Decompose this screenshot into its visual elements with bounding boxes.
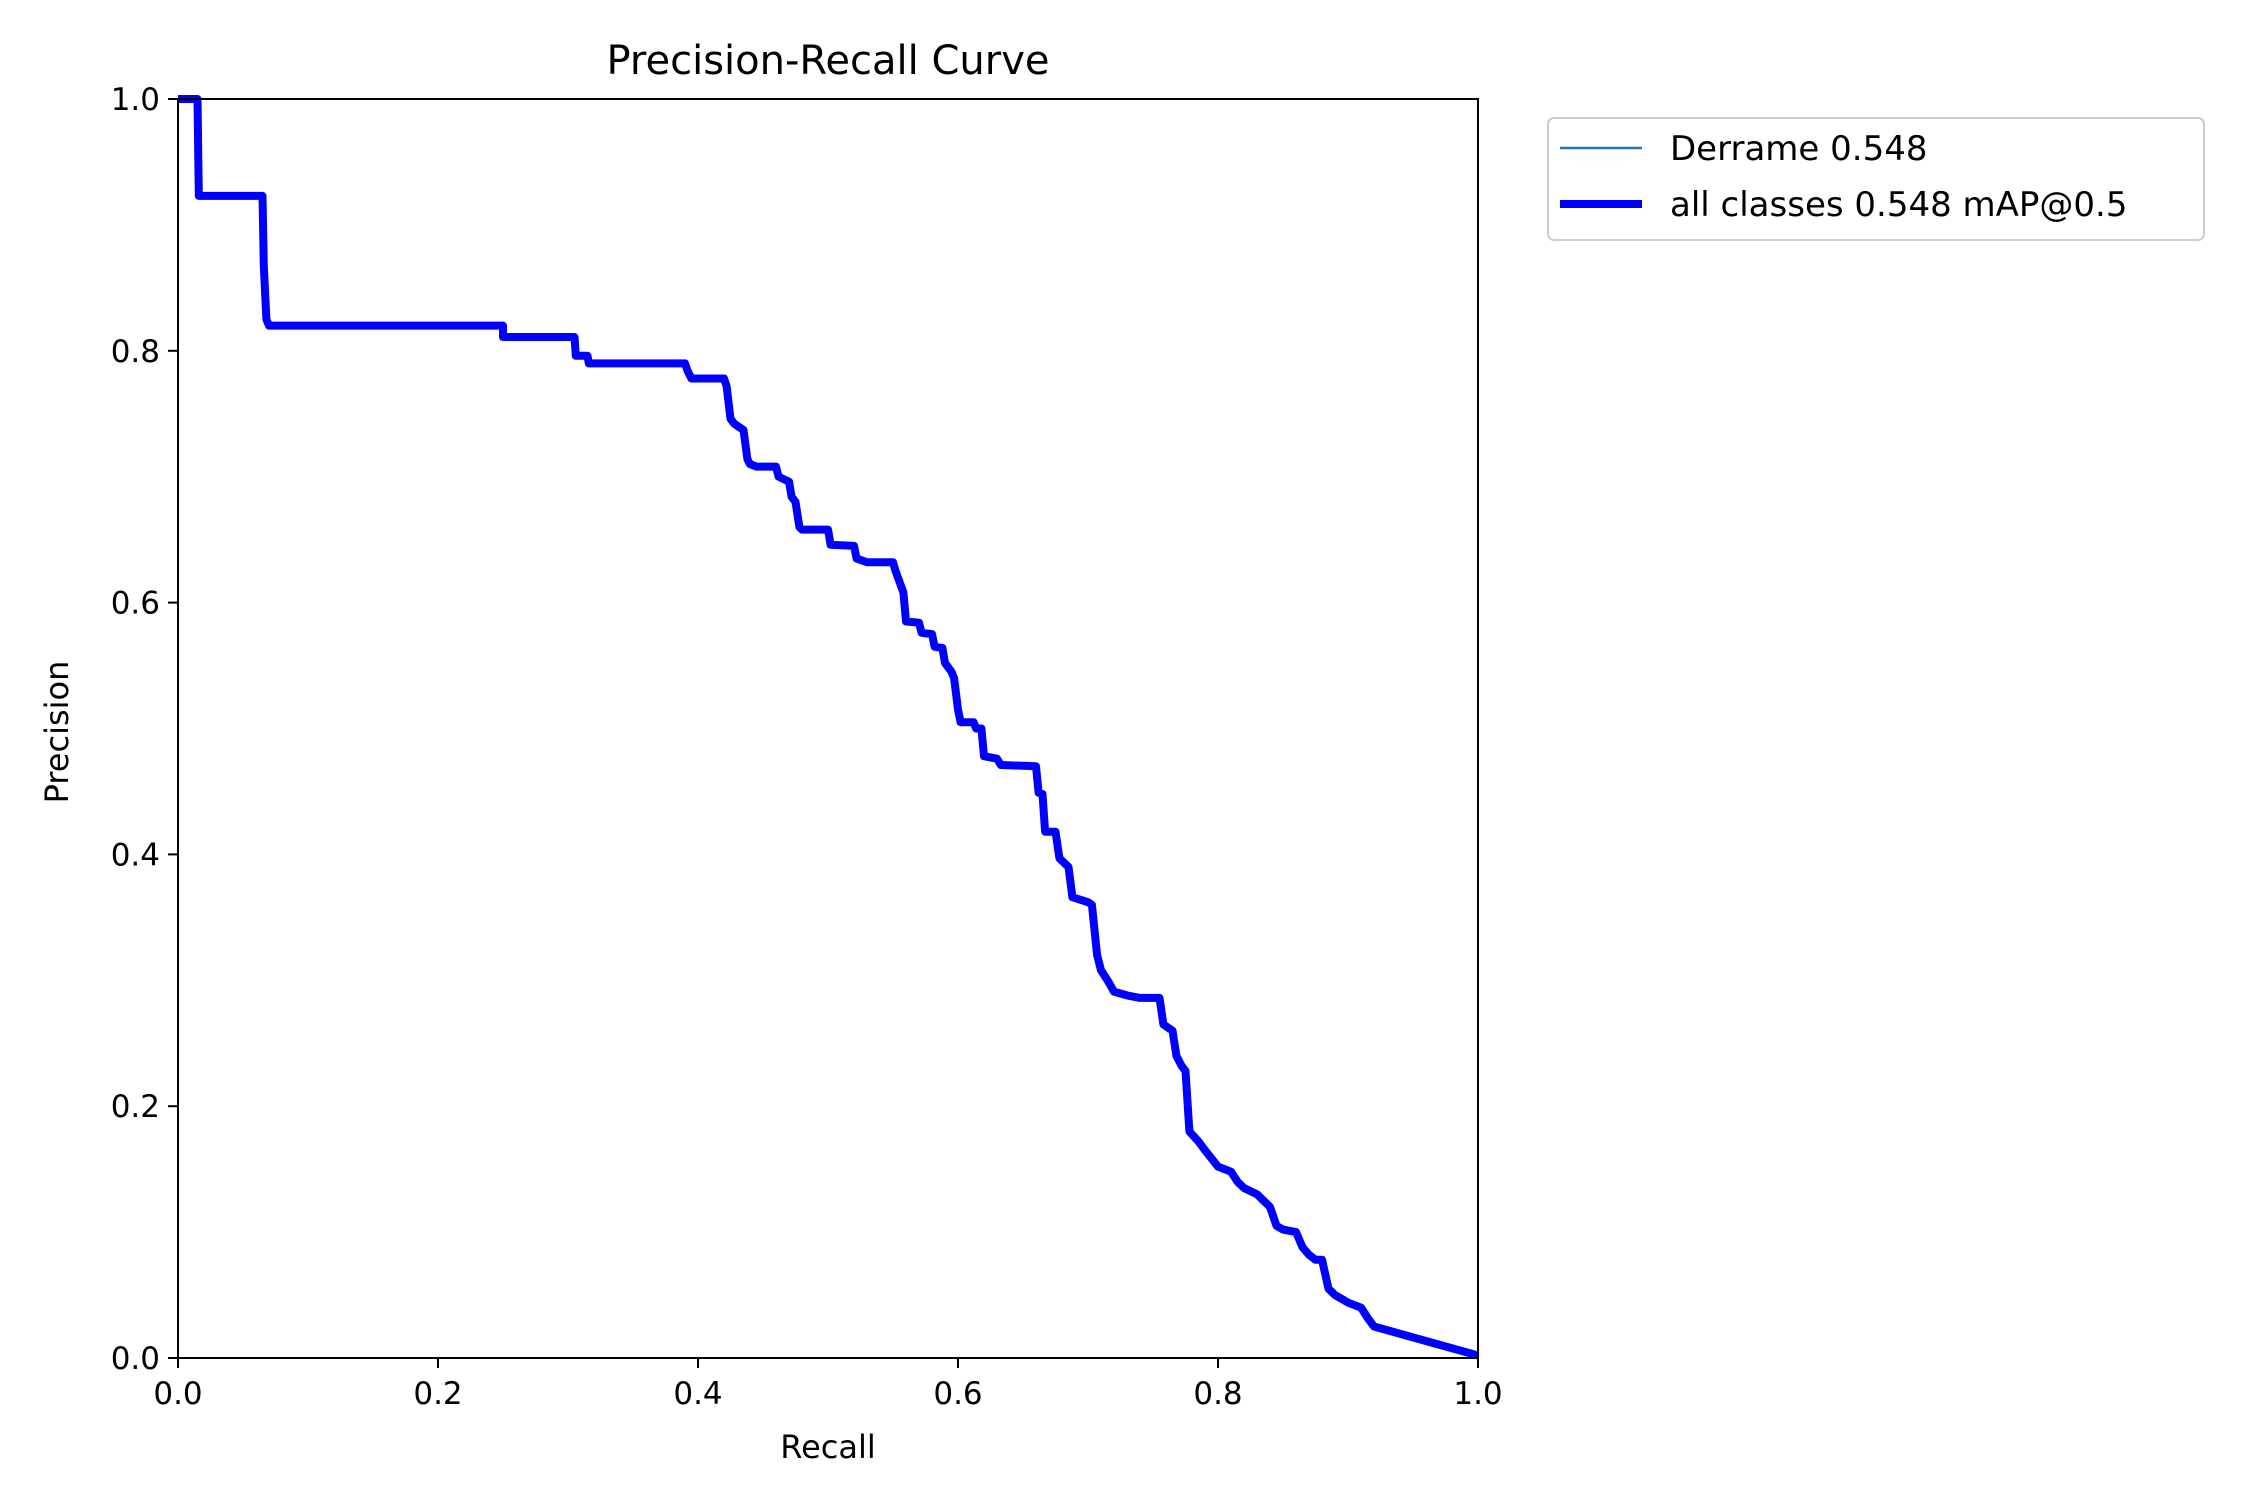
y-tick-label: 0.8	[111, 334, 160, 370]
plot-area	[178, 95, 1480, 1360]
axes: 0.0 0.2 0.4 0.6 0.8 1.0 0.0 0.2 0.4 0.6 0.8 1.0	[111, 82, 1503, 1412]
x-tick-label: 0.2	[413, 1376, 462, 1412]
y-tick-label: 1.0	[111, 82, 160, 118]
y-tick-label: 0.4	[111, 837, 160, 873]
y-tick-label: 0.6	[111, 586, 160, 622]
plot-frame	[177, 98, 1479, 1359]
x-tick-label: 0.8	[1193, 1376, 1242, 1412]
series-line-1	[178, 95, 1480, 1360]
legend-label-1: all classes 0.548 mAP@0.5	[1670, 185, 2127, 225]
y-tick-label: 0.2	[111, 1089, 160, 1125]
x-tick-label: 1.0	[1453, 1376, 1502, 1412]
x-tick-label: 0.6	[933, 1376, 982, 1412]
x-tick-label: 0.4	[673, 1376, 722, 1412]
x-tick-label: 0.0	[153, 1376, 202, 1412]
legend: Derrame 0.548 all classes 0.548 mAP@0.5	[1547, 117, 2205, 241]
y-tick-label: 0.0	[111, 1341, 160, 1377]
series-line-0	[178, 97, 1479, 1357]
legend-label-0: Derrame 0.548	[1670, 129, 1927, 169]
x-axis-title: Recall	[780, 1428, 875, 1466]
legend-frame	[1547, 117, 2205, 241]
y-axis-title: Precision	[38, 661, 76, 804]
chart-title: Precision-Recall Curve	[607, 38, 1050, 84]
